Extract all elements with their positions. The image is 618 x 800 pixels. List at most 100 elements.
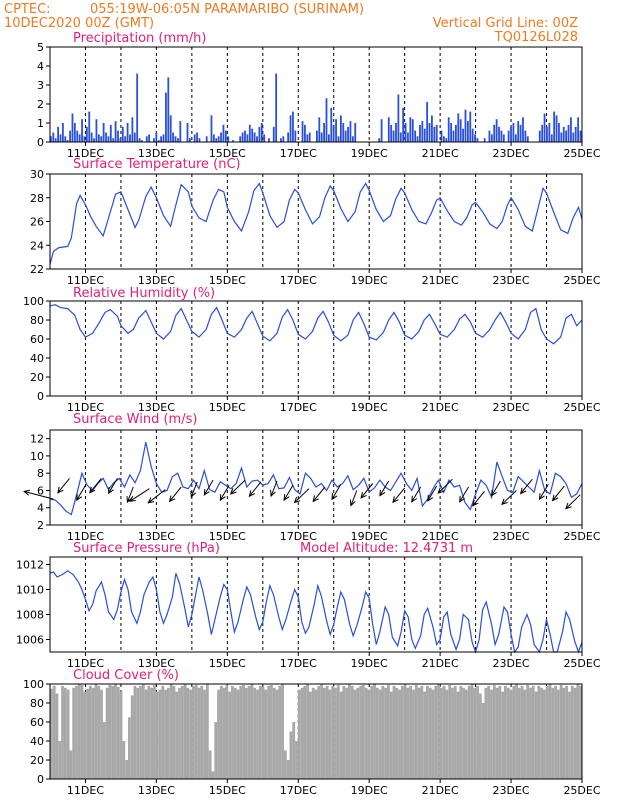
cloud-bar bbox=[400, 685, 404, 779]
cloud-bar bbox=[361, 684, 365, 779]
cloud-bar bbox=[58, 741, 62, 779]
cloud-bar bbox=[141, 684, 145, 779]
cloud-bar bbox=[88, 685, 92, 779]
pressure-ytick-label: 1012 bbox=[16, 559, 44, 572]
precip-bar bbox=[114, 121, 117, 142]
wind-arrow-head bbox=[501, 498, 508, 506]
precip-bar bbox=[543, 113, 546, 142]
precip-bar bbox=[100, 136, 103, 142]
precip-bar bbox=[306, 134, 309, 142]
cloud-bar bbox=[548, 684, 552, 779]
precip-bar bbox=[107, 136, 110, 142]
wind-arrow-head bbox=[519, 487, 527, 495]
wind-arrow-head bbox=[128, 495, 136, 502]
cloud-bar bbox=[445, 689, 449, 779]
cloud-bar bbox=[55, 693, 59, 779]
wind-arrow bbox=[472, 490, 485, 507]
precip-bar bbox=[378, 138, 381, 142]
precip-xtick-label: 13DEC bbox=[138, 147, 175, 160]
precip-bar bbox=[466, 121, 469, 142]
precip-bar bbox=[275, 73, 278, 142]
header-location: 055:19W-06:05N PARAMARIBO (SURINAM) bbox=[90, 2, 364, 17]
cloud-bar bbox=[194, 684, 198, 779]
cloud-bar bbox=[384, 687, 388, 779]
precip-bar bbox=[162, 134, 165, 142]
wind-arrow-head bbox=[219, 494, 226, 502]
temp-xtick-label: 15DEC bbox=[209, 274, 246, 287]
precip-bar bbox=[488, 130, 491, 142]
precip-bar bbox=[562, 126, 565, 142]
rh-ytick-label: 60 bbox=[30, 333, 44, 346]
cloud-bar bbox=[217, 689, 220, 779]
precip-bar bbox=[553, 111, 556, 142]
precip-bar bbox=[560, 132, 563, 142]
cloud-bar bbox=[540, 687, 544, 779]
precip-bar bbox=[495, 119, 498, 142]
wind-arrow-head bbox=[459, 495, 465, 503]
wind-arrow-head bbox=[331, 493, 338, 501]
precip-bar bbox=[380, 119, 383, 142]
precip-bar bbox=[565, 130, 568, 142]
cloud-bar bbox=[75, 685, 78, 779]
wind-ytick-label: 12 bbox=[30, 433, 44, 446]
cloud-bar bbox=[261, 686, 265, 779]
precip-bar bbox=[148, 134, 151, 142]
precip-bar bbox=[464, 109, 467, 142]
cloud-bar bbox=[504, 685, 507, 779]
precip-xtick-label: 21DEC bbox=[422, 147, 459, 160]
pressure-xtick-label: 25DEC bbox=[563, 657, 600, 670]
precip-bar bbox=[440, 130, 443, 142]
cloud-bar bbox=[219, 685, 223, 779]
precip-bar bbox=[577, 117, 580, 142]
rh-ytick-label: 80 bbox=[30, 314, 44, 327]
cloud-bar bbox=[169, 684, 173, 779]
cloud-bar bbox=[295, 741, 298, 779]
cloud-bar bbox=[317, 685, 321, 779]
wind-arrow bbox=[459, 486, 469, 503]
precip-bar bbox=[83, 136, 86, 142]
temp-ytick-label: 30 bbox=[30, 168, 44, 181]
precip-bar bbox=[469, 111, 472, 142]
cloud-bar bbox=[72, 687, 76, 779]
wind-arrow bbox=[552, 485, 565, 501]
wind-arrow bbox=[57, 478, 70, 494]
precip-bar bbox=[414, 130, 417, 142]
precip-bar bbox=[217, 136, 220, 142]
temp-ytick-label: 28 bbox=[30, 192, 44, 205]
wind-series-line bbox=[49, 441, 583, 516]
cloud-bar bbox=[205, 684, 209, 779]
precip-bar bbox=[507, 130, 510, 142]
cloud-bar bbox=[515, 684, 518, 779]
cloud-bar bbox=[492, 684, 496, 779]
precip-bar bbox=[347, 126, 349, 142]
cloud-bar bbox=[478, 693, 482, 779]
rh-title: Relative Humidity (%) bbox=[73, 286, 215, 301]
cloud-xtick-label: 17DEC bbox=[280, 784, 317, 797]
wind-arrow-head bbox=[57, 486, 64, 494]
cloud-bar bbox=[412, 689, 415, 779]
precip-bar bbox=[416, 136, 419, 142]
precip-bar bbox=[179, 121, 182, 142]
cloud-bar bbox=[278, 685, 282, 779]
pressure-panel: 1006 1008 1010 1012 11DEC 13DEC 15DEC 17DEC 19DE… bbox=[16, 556, 601, 670]
wind-arrow-head bbox=[349, 499, 356, 507]
cloud-bar bbox=[487, 685, 491, 779]
rh-ytick-label: 0 bbox=[37, 390, 44, 403]
cloud-bar bbox=[253, 687, 257, 779]
precip-bar bbox=[188, 138, 191, 142]
precip-bar bbox=[570, 117, 572, 142]
cloud-bar bbox=[373, 684, 376, 779]
precip-bar bbox=[54, 138, 57, 142]
rh-xtick-label: 13DEC bbox=[138, 401, 175, 414]
cloud-bar bbox=[292, 722, 296, 779]
cloud-bar bbox=[164, 689, 167, 779]
cloud-bar bbox=[214, 722, 218, 779]
cloud-ytick-label: 100 bbox=[23, 678, 44, 691]
wind-xtick-label: 21DEC bbox=[422, 530, 459, 543]
precip-bar bbox=[102, 123, 105, 142]
wind-arrow-head bbox=[89, 486, 96, 494]
cloud-bar bbox=[398, 689, 401, 779]
cloud-ytick-label: 0 bbox=[37, 773, 44, 786]
cloud-bar bbox=[236, 689, 240, 779]
cloud-bar bbox=[322, 687, 326, 779]
